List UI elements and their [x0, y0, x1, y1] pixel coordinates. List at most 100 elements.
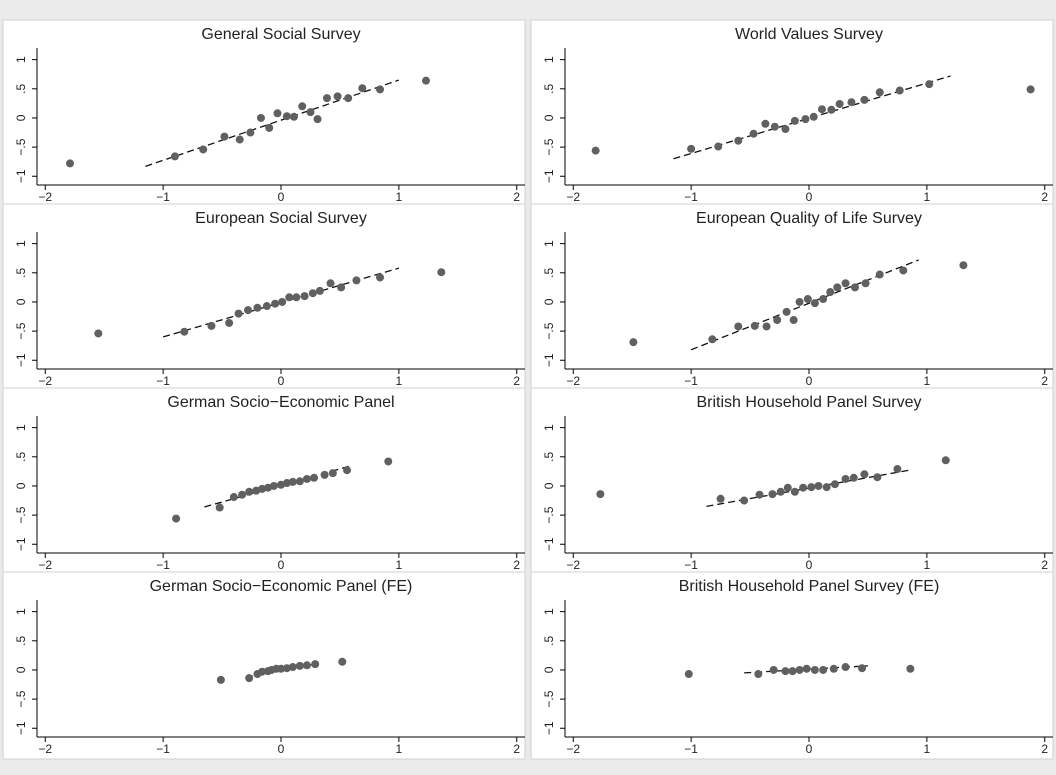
- y-tick-label: .5: [542, 635, 556, 645]
- panel-title: British Household Panel Survey: [696, 394, 921, 411]
- point: [807, 483, 816, 492]
- y-tick-label: 1: [14, 608, 28, 615]
- point: [199, 145, 208, 154]
- point: [322, 94, 331, 103]
- x-tick-label: 2: [513, 742, 520, 756]
- point: [788, 667, 797, 676]
- x-tick-label: 1: [924, 558, 931, 572]
- point: [809, 112, 818, 121]
- x-tick-label: −2: [38, 190, 52, 204]
- y-tick-label: 1: [14, 424, 28, 431]
- point: [278, 297, 287, 306]
- point: [861, 279, 870, 288]
- panel-title: German Socio−Economic Panel: [167, 394, 394, 411]
- point: [841, 474, 850, 483]
- x-tick-label: 1: [924, 374, 931, 388]
- point: [925, 80, 934, 89]
- point: [858, 664, 867, 673]
- x-tick-label: 2: [1041, 558, 1048, 572]
- point: [220, 132, 229, 141]
- point: [238, 490, 247, 499]
- panel-background: [2, 19, 526, 208]
- point: [802, 664, 811, 673]
- point: [773, 316, 782, 325]
- point: [343, 466, 352, 475]
- panel-background: [530, 19, 1054, 208]
- y-tick-label: 0: [542, 298, 556, 305]
- point: [234, 309, 243, 318]
- x-tick-label: −1: [684, 558, 698, 572]
- point: [295, 477, 304, 486]
- point: [754, 670, 763, 679]
- point: [847, 98, 856, 107]
- y-tick-label: .5: [14, 451, 28, 461]
- y-tick-label: −.5: [542, 506, 556, 523]
- point: [783, 483, 792, 492]
- point: [819, 295, 828, 304]
- panel-title: European Social Survey: [195, 210, 367, 227]
- point: [277, 664, 285, 673]
- point: [875, 88, 884, 97]
- point: [258, 667, 267, 676]
- y-tick-label: −.5: [14, 690, 28, 707]
- point: [941, 456, 950, 465]
- x-tick-label: 0: [278, 190, 285, 204]
- y-tick-label: .5: [542, 83, 556, 93]
- y-tick-label: −.5: [14, 506, 28, 523]
- point: [262, 302, 271, 311]
- point: [906, 664, 915, 673]
- point: [830, 480, 839, 489]
- panel-title: German Socio−Economic Panel (FE): [150, 578, 413, 595]
- x-tick-label: −2: [38, 742, 52, 756]
- point: [326, 279, 335, 288]
- point: [790, 487, 799, 496]
- y-tick-label: 0: [14, 298, 28, 305]
- point: [310, 473, 319, 482]
- point: [66, 159, 75, 168]
- x-tick-label: 2: [1041, 190, 1048, 204]
- point: [734, 322, 743, 331]
- x-tick-label: −1: [156, 190, 170, 204]
- panel-title: General Social Survey: [201, 26, 360, 43]
- point: [358, 84, 367, 93]
- x-tick-label: 2: [1041, 742, 1048, 756]
- point: [246, 128, 255, 137]
- x-tick-label: −1: [156, 558, 170, 572]
- point: [313, 115, 322, 124]
- point: [762, 322, 771, 331]
- panel-title: British Household Panel Survey (FE): [679, 578, 940, 595]
- x-tick-label: 1: [396, 190, 403, 204]
- panel-background: [530, 571, 1054, 760]
- point: [782, 307, 791, 316]
- x-tick-label: 2: [513, 374, 520, 388]
- point: [687, 144, 696, 153]
- panel-background: [2, 571, 526, 760]
- x-tick-label: −2: [566, 190, 580, 204]
- point: [829, 664, 838, 673]
- point: [288, 663, 297, 672]
- x-tick-label: 1: [924, 742, 931, 756]
- point: [835, 99, 844, 108]
- x-tick-label: 0: [278, 374, 285, 388]
- x-tick-label: −1: [156, 374, 170, 388]
- point: [895, 86, 904, 95]
- y-tick-label: 1: [14, 240, 28, 247]
- y-tick-label: −1: [542, 169, 556, 183]
- x-tick-label: 1: [396, 742, 403, 756]
- point: [384, 457, 393, 466]
- point: [826, 288, 835, 297]
- point: [243, 306, 252, 315]
- y-tick-label: −1: [14, 537, 28, 551]
- point: [273, 109, 282, 118]
- point: [801, 115, 810, 124]
- y-tick-label: 1: [14, 56, 28, 63]
- point: [225, 318, 234, 327]
- point: [269, 481, 278, 490]
- x-tick-label: 0: [806, 374, 813, 388]
- y-tick-label: 1: [542, 56, 556, 63]
- point: [337, 283, 346, 292]
- point: [810, 665, 819, 674]
- x-tick-label: −2: [38, 374, 52, 388]
